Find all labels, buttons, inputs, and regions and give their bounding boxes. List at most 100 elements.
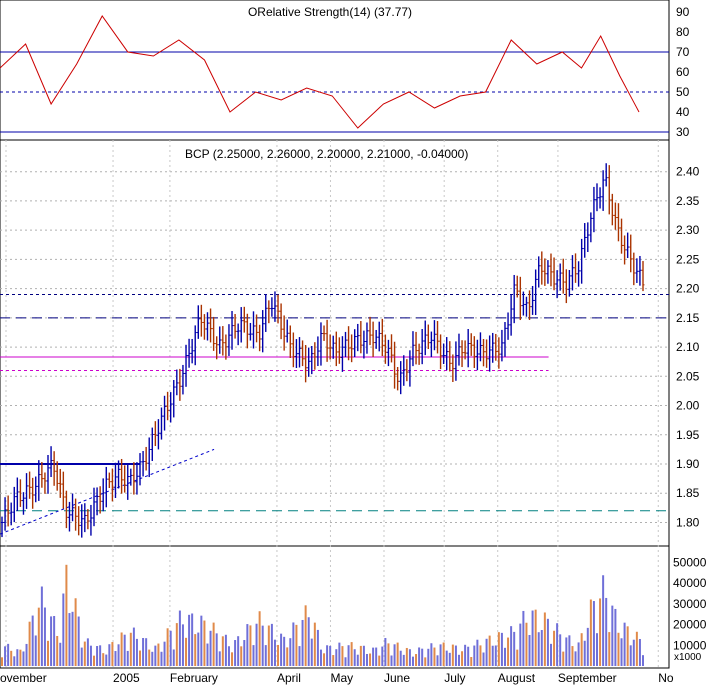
volume-bar [80,647,83,666]
volume-bar [283,636,286,666]
volume-bar [507,637,510,666]
volume-bar [286,647,289,666]
x-tick-label: ovember [0,671,47,685]
volume-tick-label: 50000 [673,555,707,569]
volume-bar [522,610,525,666]
volume-bar [513,631,516,666]
volume-bar [7,643,10,666]
volume-bar [482,652,485,666]
volume-bar [273,639,276,666]
volume-bar [1,657,3,666]
volume-bar [240,646,243,666]
volume-bar [445,650,448,666]
rsi-tick-label: 40 [676,105,690,119]
volume-bar [246,624,249,666]
volume-bar [362,645,365,666]
volume-tick-label: 20000 [673,618,707,632]
volume-bar [129,632,132,666]
volume-bar [375,647,378,666]
volume-bar [96,646,99,666]
volume-bar [93,655,96,666]
rsi-tick-label: 70 [676,45,690,59]
volume-bar [258,611,261,666]
volume-bar [62,593,65,666]
volume-bar [599,598,602,666]
price-tick-label: 2.30 [676,223,700,237]
volume-bar [166,628,169,666]
volume-bar [28,621,31,666]
volume-bar [592,601,595,666]
volume-bar [10,650,13,666]
volume-bar [157,643,160,666]
volume-bar [623,622,626,666]
price-tick-label: 2.35 [676,194,700,208]
volume-bar [142,638,145,666]
rsi-line [0,15,640,129]
volume-bar [191,613,194,666]
volume-bar [329,645,332,666]
trendline [0,448,215,535]
x-tick-label: September [558,671,617,685]
x-tick-label: No [658,671,674,685]
volume-bar [531,610,534,666]
volume-bar [4,646,7,666]
volume-bar [473,645,476,666]
volume-bar [108,644,111,666]
volume-bar [172,649,175,666]
volume-bar [399,650,402,666]
volume-bar [59,642,62,666]
volume-bar [215,633,218,666]
volume-bar [436,655,439,666]
volume-bar [252,645,255,666]
volume-bar [491,645,494,666]
volume-bar [71,611,74,666]
volume-bar [344,657,347,666]
volume-bar [387,643,390,666]
x-tick-label: June [384,671,410,685]
volume-bar [620,638,623,666]
volume-tick-label: 40000 [673,576,707,590]
volume-bar [243,640,246,666]
volume-bar [338,642,341,666]
rsi-title: ORelative Strength(14) (37.77) [248,5,412,19]
volume-bar [433,647,436,666]
volume-bar [16,649,19,666]
x-tick-label: July [444,671,465,685]
volume-bar [611,605,614,666]
volume-bar [528,635,531,666]
volume-bar [525,622,528,666]
price-tick-label: 2.25 [676,252,700,266]
volume-bar [602,575,605,666]
volume-bar [448,652,451,666]
volume-bar [549,643,552,666]
volume-bar [99,645,102,666]
volume-bar [37,607,40,666]
volume-bar [540,630,543,666]
volume-bar [589,599,592,666]
volume-bar [154,645,157,666]
volume-bar [485,638,488,666]
volume-bar [424,657,427,666]
rsi-tick-label: 90 [676,5,690,19]
volume-bar [556,623,559,666]
volume-bar [415,654,418,666]
volume-bar [393,644,396,666]
x-tick-label: May [330,671,353,685]
volume-tick-label: 10000 [673,638,707,652]
rsi-tick-label: 30 [676,125,690,139]
price-title: BCP (2.25000, 2.26000, 2.20000, 2.21000,… [185,147,468,161]
volume-bar [580,633,583,666]
volume-bar [224,634,227,666]
volume-bar [519,623,522,666]
volume-bar [347,645,350,666]
price-tick-label: 2.00 [676,399,700,413]
volume-bar [65,564,68,666]
volume-bar [200,615,203,666]
volume-bar [605,597,608,666]
volume-bar [50,616,53,666]
volume-bar [237,636,240,666]
volume-bar [120,632,123,666]
volume-bar [439,644,442,666]
rsi-tick-label: 60 [676,65,690,79]
volume-bar [139,650,142,666]
